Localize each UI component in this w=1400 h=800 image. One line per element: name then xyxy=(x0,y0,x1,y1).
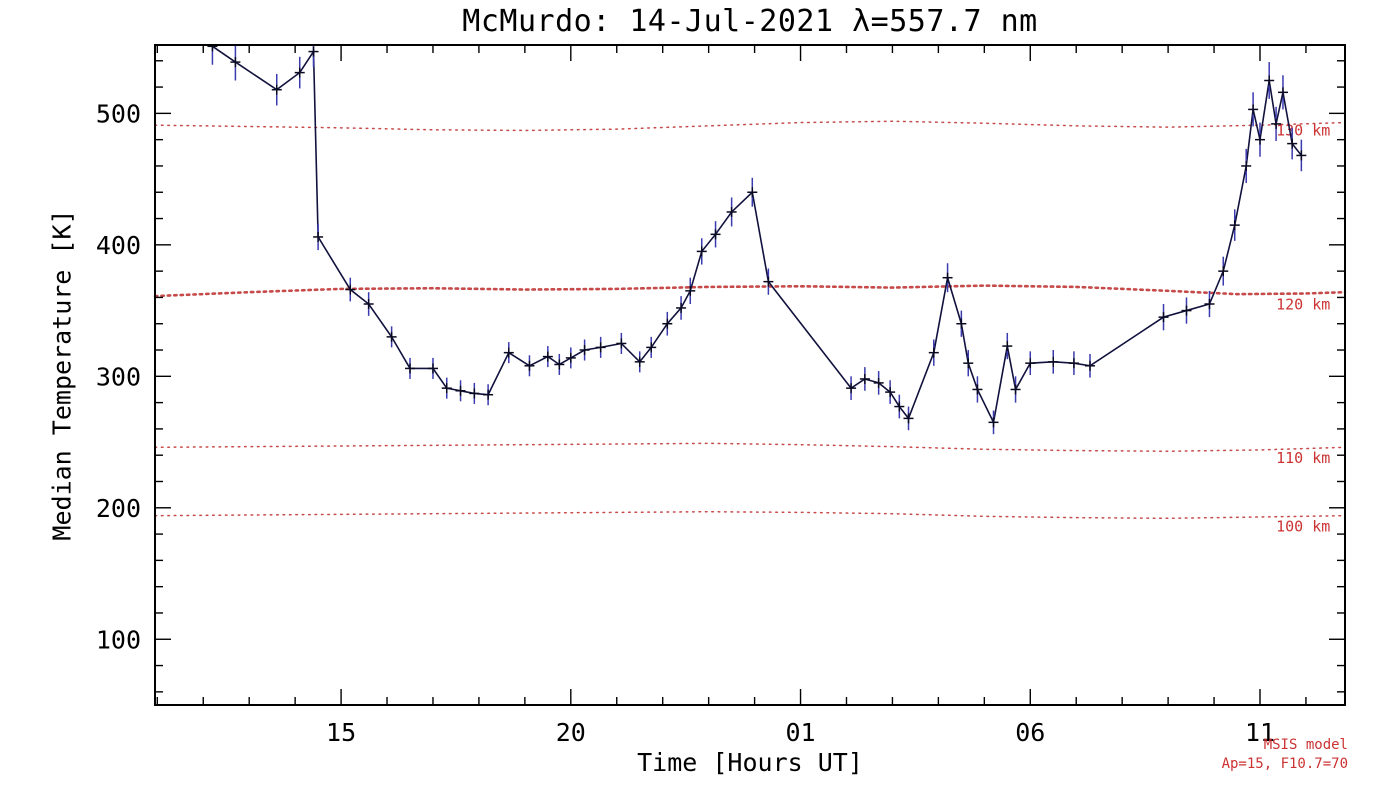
x-tick-label: 15 xyxy=(326,718,356,747)
model-line-100-km xyxy=(154,510,1346,520)
model-line-120-km xyxy=(153,284,1347,298)
model-line-label: 120 km xyxy=(1276,295,1330,313)
model-line-130-km xyxy=(154,120,1346,132)
model-line-label: 100 km xyxy=(1276,517,1330,535)
model-line-label: 110 km xyxy=(1276,449,1330,467)
x-tick-label: 06 xyxy=(1015,718,1045,747)
y-tick-label: 300 xyxy=(96,362,141,391)
plot-frame xyxy=(154,44,1346,706)
x-axis-label: Time [Hours UT] xyxy=(637,748,863,777)
msis-annotation-line2: Ap=15, F10.7=70 xyxy=(1221,755,1348,772)
y-tick-label: 500 xyxy=(96,99,141,128)
model-line-label: 130 km xyxy=(1276,122,1330,140)
y-tick-label: 100 xyxy=(96,625,141,654)
temperature-series xyxy=(207,45,1307,435)
x-tick-label: 20 xyxy=(556,718,586,747)
chart-title: McMurdo: 14-Jul-2021 λ=557.7 nm xyxy=(462,4,1038,39)
x-tick-label: 01 xyxy=(785,718,815,747)
y-tick-label: 400 xyxy=(96,231,141,260)
x-tick-label: 11 xyxy=(1245,718,1275,747)
y-tick-label: 200 xyxy=(96,494,141,523)
temperature-series-line xyxy=(211,45,1302,425)
msis-annotation: MSIS model Ap=15, F10.7=70 xyxy=(1222,736,1348,774)
model-line-110-km xyxy=(154,442,1346,453)
y-axis-label: Median Temperature [K] xyxy=(47,209,77,541)
msis-annotation-line1: MSIS model xyxy=(1263,737,1348,753)
axis-ticks xyxy=(155,45,1345,705)
